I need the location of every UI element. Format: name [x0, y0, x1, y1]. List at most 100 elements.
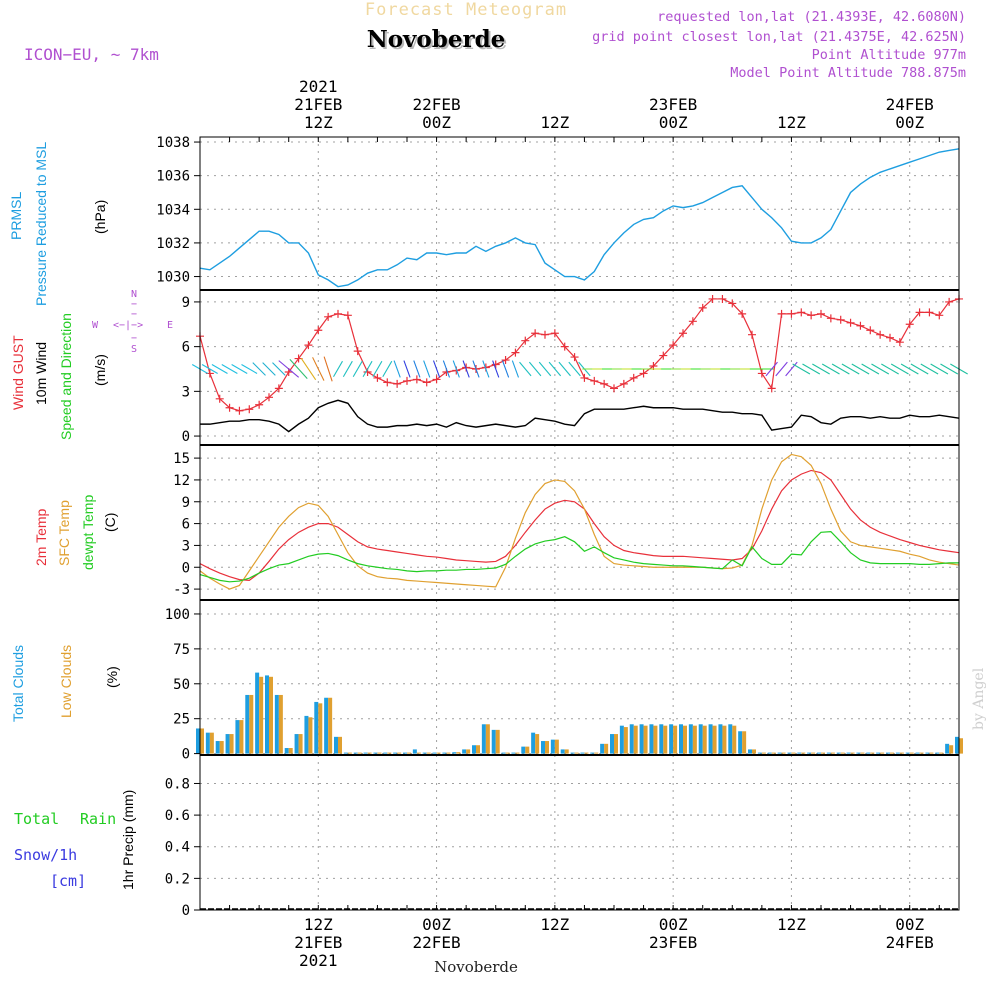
ytick-label-clouds: 75 — [173, 642, 190, 658]
gust-point — [432, 375, 441, 384]
ytick-label-wind: 0 — [182, 429, 190, 445]
time-label-bottom: 00Z — [422, 915, 451, 934]
ytick-label-precip: 0.2 — [165, 871, 190, 887]
gust-point — [876, 330, 885, 339]
gust-point — [738, 309, 747, 318]
gust-point — [787, 309, 796, 318]
low-cloud-bar — [367, 752, 372, 754]
wind-direction-arrow — [890, 363, 909, 375]
gust-point — [905, 320, 914, 329]
time-label-top: 00Z — [422, 113, 451, 132]
total-cloud-bar — [688, 724, 693, 754]
total-cloud-bar — [442, 752, 447, 754]
wind-direction-arrow — [538, 361, 552, 377]
gust-point — [610, 384, 618, 393]
low-cloud-bar — [880, 752, 885, 754]
low-cloud-bar — [387, 752, 392, 754]
total-cloud-bar — [895, 752, 900, 754]
time-label-top: 12Z — [304, 113, 333, 132]
low-cloud-bar — [860, 752, 865, 754]
total-cloud-bar — [836, 752, 841, 754]
low-cloud-bar — [663, 725, 668, 754]
frame-clouds — [199, 599, 960, 756]
gust-point — [669, 341, 678, 350]
time-label-bottom: 2021 — [299, 951, 338, 970]
frame-pressure — [199, 136, 960, 291]
ytick-label-pressure: 1030 — [156, 270, 190, 286]
gust-point — [935, 311, 944, 320]
total-cloud-bar — [205, 732, 210, 754]
low-cloud-bar — [426, 752, 431, 754]
total-cloud-bar — [314, 701, 319, 754]
model-point-altitude: Model Point Altitude 788.875m — [730, 65, 966, 81]
gust-point — [915, 308, 924, 317]
total-cloud-bar — [245, 694, 250, 754]
low-cloud-bar — [249, 694, 254, 754]
low-cloud-bar — [791, 752, 796, 754]
dewpt-line — [199, 530, 959, 583]
wind-direction-arrow — [861, 363, 880, 375]
footer-station: Novoberde — [434, 958, 518, 976]
compass-v3: − — [131, 333, 138, 344]
low-cloud-bar — [564, 749, 569, 754]
gust-point — [945, 297, 954, 306]
compass-east: E — [167, 320, 174, 331]
low-cloud-bar — [653, 725, 658, 754]
low-cloud-bar — [614, 734, 618, 754]
wind-direction-arrow — [372, 360, 383, 378]
wind-direction-arrow — [920, 363, 939, 375]
total-cloud-bar — [422, 752, 427, 754]
requested-coords: requested lon,lat (21.4393E, 42.6080N) — [657, 9, 966, 25]
low-cloud-bar — [919, 752, 924, 754]
low-cloud-bar — [495, 729, 500, 754]
total-cloud-bar — [797, 752, 802, 754]
wind-direction-arrow — [221, 364, 238, 374]
gust-point — [403, 376, 411, 385]
gust-point — [511, 348, 520, 357]
total-cloud-bar — [846, 752, 851, 754]
ytick-label-clouds: 50 — [173, 677, 190, 693]
ytick-label-temp: 6 — [182, 517, 190, 533]
total-cloud-bar — [856, 752, 861, 754]
ytick-label-precip: 0.4 — [165, 840, 190, 856]
low-cloud-bar — [623, 727, 628, 754]
total-cloud-bar — [363, 752, 368, 754]
gust-point — [501, 356, 510, 365]
total-cloud-bar — [196, 728, 200, 754]
gust-point — [925, 308, 934, 317]
total-cloud-bar — [659, 724, 664, 754]
wind-direction-arrow — [831, 363, 850, 375]
low-cloud-bar — [801, 752, 806, 754]
ytick-label-clouds: 0 — [182, 747, 190, 763]
low-cloud-bar — [456, 752, 461, 754]
total-cloud-bar — [767, 752, 772, 754]
wind-direction-arrow — [775, 361, 788, 377]
low-cloud-bar — [712, 725, 717, 754]
low-cloud-bar — [476, 745, 480, 754]
total-cloud-bar — [649, 724, 654, 754]
wind-direction-arrow — [940, 363, 959, 375]
low-cloud-bar — [673, 725, 678, 754]
gust-point — [541, 330, 549, 339]
low-cloud-bar — [594, 752, 599, 754]
wind-direction-arrow — [262, 362, 276, 376]
compass-south: S — [131, 344, 138, 355]
low-cloud-bar — [732, 725, 737, 754]
gust-point — [728, 299, 737, 308]
wind-direction-arrow — [851, 363, 870, 375]
low-cloud-bar — [830, 752, 835, 754]
wind-direction-arrow — [352, 360, 363, 378]
station-title: Novoberde — [366, 26, 506, 53]
ytick-label-pressure: 1038 — [156, 135, 190, 151]
total-cloud-bar — [886, 752, 890, 754]
wind-direction-arrow — [492, 360, 500, 378]
snow-legend: Snow/1h — [14, 846, 78, 864]
gust-point — [590, 376, 599, 385]
gust-point — [797, 308, 806, 317]
wind-direction-arrow — [910, 363, 929, 375]
sfc-temp-line — [199, 453, 960, 590]
low-cloud-bar — [949, 745, 954, 754]
wind-direction-arrow — [501, 360, 510, 378]
wind-direction-arrow — [362, 360, 373, 378]
